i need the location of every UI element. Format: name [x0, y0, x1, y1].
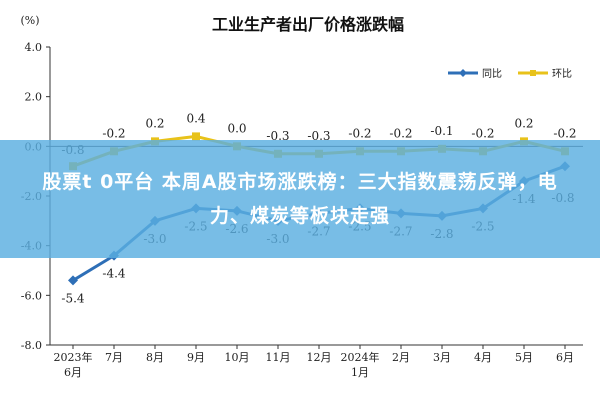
x-tick-label: 6月 [556, 351, 574, 364]
data-label: 0.4 [186, 111, 205, 125]
y-tick-label: -6.0 [21, 289, 42, 302]
chart-title: 工业生产者出厂价格涨跌幅 [212, 15, 404, 34]
x-tick-label: 3月 [433, 351, 451, 364]
legend-swatch-marker [530, 70, 536, 76]
x-tick-label: 11月 [266, 351, 291, 364]
legend: 同比 环比 [448, 68, 572, 80]
data-label: -0.2 [471, 126, 494, 140]
x-tick-label: 9月 [187, 351, 205, 364]
x-tick-label-line2: 6月 [64, 366, 82, 379]
data-label: -4.4 [102, 267, 126, 281]
data-label: -0.2 [348, 126, 371, 140]
data-label: -0.2 [102, 126, 125, 140]
data-label: 0.2 [145, 116, 164, 130]
y-tick-label: 2.0 [25, 91, 43, 104]
y-axis-label: (%) [20, 14, 39, 27]
legend-swatch-marker [459, 69, 467, 77]
x-tick-label: 2024年 [341, 350, 380, 364]
x-tick-label: 5月 [515, 351, 533, 364]
data-label: -0.2 [389, 126, 412, 140]
data-label: -0.3 [307, 129, 330, 143]
y-tick-label: -8.0 [21, 339, 42, 352]
x-tick-label: 10月 [225, 351, 250, 364]
data-label: -0.1 [430, 124, 453, 138]
headline-banner[interactable]: 股票t 0平台 本周A股市场涨跌榜：三大指数震荡反弹，电力、煤炭等板块走强 [0, 140, 600, 258]
data-label: 0.2 [514, 116, 533, 130]
data-label: -5.4 [61, 291, 85, 305]
data-label: -0.3 [266, 129, 289, 143]
x-tick-label: 8月 [146, 351, 164, 364]
legend-label: 同比 [482, 68, 502, 80]
x-tick-label: 2月 [392, 351, 410, 364]
legend-label: 环比 [552, 68, 572, 80]
x-tick-label-line2: 1月 [351, 366, 369, 379]
data-label: 0.0 [227, 121, 246, 135]
x-tick-label: 12月 [307, 351, 332, 364]
x-tick-label: 2023年 [54, 350, 93, 364]
series-point-diamond [68, 275, 78, 286]
y-tick-label: 4.0 [25, 41, 43, 54]
x-tick-label: 7月 [105, 351, 123, 364]
x-tick-label: 4月 [474, 351, 492, 364]
headline-text[interactable]: 股票t 0平台 本周A股市场涨跌榜：三大指数震荡反弹，电力、煤炭等板块走强 [42, 171, 558, 227]
data-label: -0.2 [553, 126, 576, 140]
series-point-square [192, 132, 200, 141]
